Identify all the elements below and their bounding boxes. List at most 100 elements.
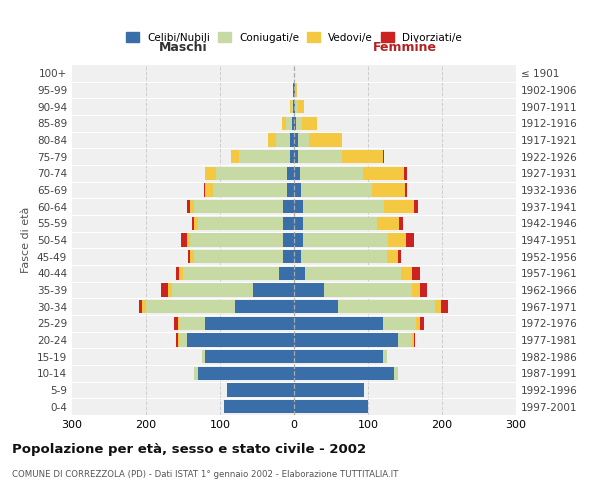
Text: Popolazione per età, sesso e stato civile - 2002: Popolazione per età, sesso e stato civil… xyxy=(12,442,366,456)
Bar xyxy=(294,266,305,280)
Bar xyxy=(293,100,294,114)
Bar xyxy=(188,250,190,264)
Bar xyxy=(294,400,368,413)
Bar xyxy=(412,334,414,346)
Bar xyxy=(183,266,279,280)
Bar xyxy=(178,316,179,330)
Bar xyxy=(146,300,235,314)
Bar xyxy=(283,250,294,264)
Bar xyxy=(142,300,146,314)
Bar xyxy=(172,284,253,296)
Bar xyxy=(231,150,239,164)
Bar xyxy=(187,334,294,346)
Bar xyxy=(383,316,416,330)
Bar xyxy=(190,234,283,246)
Bar xyxy=(179,334,187,346)
Bar xyxy=(291,100,293,114)
Bar xyxy=(290,100,291,114)
Bar xyxy=(383,350,386,364)
Bar xyxy=(386,250,398,264)
Bar xyxy=(205,184,212,196)
Legend: Celibi/Nubili, Coniugati/e, Vedovi/e, Divorziati/e: Celibi/Nubili, Coniugati/e, Vedovi/e, Di… xyxy=(122,28,466,47)
Bar xyxy=(168,284,172,296)
Bar xyxy=(187,234,190,246)
Bar xyxy=(303,234,388,246)
Bar xyxy=(323,284,412,296)
Bar xyxy=(388,234,406,246)
Bar xyxy=(412,284,420,296)
Bar xyxy=(394,366,398,380)
Bar xyxy=(294,334,398,346)
Bar xyxy=(198,366,294,380)
Bar xyxy=(179,266,183,280)
Bar xyxy=(294,366,394,380)
Bar xyxy=(296,116,302,130)
Bar xyxy=(190,200,194,213)
Bar xyxy=(398,334,412,346)
Bar xyxy=(205,166,216,180)
Bar xyxy=(298,150,342,164)
Bar xyxy=(294,84,295,96)
Bar xyxy=(303,200,384,213)
Bar xyxy=(194,200,283,213)
Bar xyxy=(401,266,412,280)
Text: Femmine: Femmine xyxy=(373,41,437,54)
Bar xyxy=(294,166,300,180)
Bar xyxy=(414,334,415,346)
Bar xyxy=(298,134,309,146)
Bar xyxy=(294,200,303,213)
Bar xyxy=(292,116,294,130)
Bar xyxy=(161,284,168,296)
Bar xyxy=(212,184,287,196)
Bar xyxy=(384,200,414,213)
Bar xyxy=(294,184,301,196)
Bar xyxy=(372,184,405,196)
Bar xyxy=(363,166,404,180)
Bar xyxy=(294,234,303,246)
Bar xyxy=(294,100,295,114)
Bar xyxy=(294,150,298,164)
Bar xyxy=(224,400,294,413)
Bar xyxy=(275,134,290,146)
Bar xyxy=(268,134,275,146)
Bar xyxy=(217,166,287,180)
Bar xyxy=(383,150,384,164)
Bar xyxy=(294,134,298,146)
Bar xyxy=(286,116,292,130)
Bar xyxy=(176,266,179,280)
Bar xyxy=(290,150,294,164)
Bar xyxy=(194,216,198,230)
Bar xyxy=(414,200,418,213)
Bar xyxy=(187,200,190,213)
Bar xyxy=(305,266,401,280)
Bar xyxy=(204,184,205,196)
Bar xyxy=(416,316,420,330)
Bar xyxy=(301,184,372,196)
Bar xyxy=(283,234,294,246)
Bar xyxy=(181,234,187,246)
Bar xyxy=(176,334,178,346)
Y-axis label: Fasce di età: Fasce di età xyxy=(22,207,31,273)
Bar xyxy=(300,166,363,180)
Bar xyxy=(293,84,294,96)
Bar xyxy=(302,116,317,130)
Bar xyxy=(205,350,294,364)
Bar xyxy=(202,350,205,364)
Bar xyxy=(405,184,407,196)
Bar xyxy=(406,234,414,246)
Bar xyxy=(290,134,294,146)
Bar xyxy=(178,334,179,346)
Bar xyxy=(287,184,294,196)
Y-axis label: Anni di nascita: Anni di nascita xyxy=(597,198,600,281)
Bar xyxy=(377,216,399,230)
Bar xyxy=(283,216,294,230)
Bar xyxy=(399,216,403,230)
Bar xyxy=(194,366,198,380)
Bar xyxy=(283,200,294,213)
Bar xyxy=(294,300,338,314)
Bar xyxy=(194,250,283,264)
Bar xyxy=(227,384,294,396)
Bar xyxy=(295,100,298,114)
Bar xyxy=(303,216,377,230)
Bar xyxy=(294,216,303,230)
